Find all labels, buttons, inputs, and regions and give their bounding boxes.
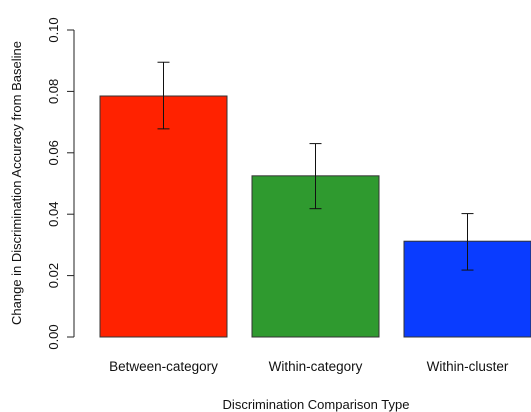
y-tick-label: 0.04 [46,202,61,227]
plot-area [99,61,531,338]
x-category-label: Within-category [269,359,363,374]
error-bars-group [157,61,474,271]
y-tick-label: 0.02 [46,263,61,288]
y-axis: 0.00 0.02 0.04 0.06 0.08 0.10 [46,17,75,350]
y-axis-label: Change in Discrimination Accuracy from B… [9,41,24,325]
x-category-label: Within-cluster [427,359,509,374]
x-axis-label: Discrimination Comparison Type [223,397,410,412]
x-category-labels: Between-category Within-category Within-cl… [109,359,509,374]
y-tick-label: 0.10 [46,17,61,42]
bar-between-category [99,95,228,338]
y-tick-label: 0.06 [46,140,61,165]
y-ticks-group: 0.00 0.02 0.04 0.06 0.08 0.10 [46,17,74,350]
x-category-label: Between-category [109,359,218,374]
bars-group [99,95,531,338]
y-tick-label: 0.00 [46,324,61,349]
y-tick-label: 0.08 [46,79,61,104]
